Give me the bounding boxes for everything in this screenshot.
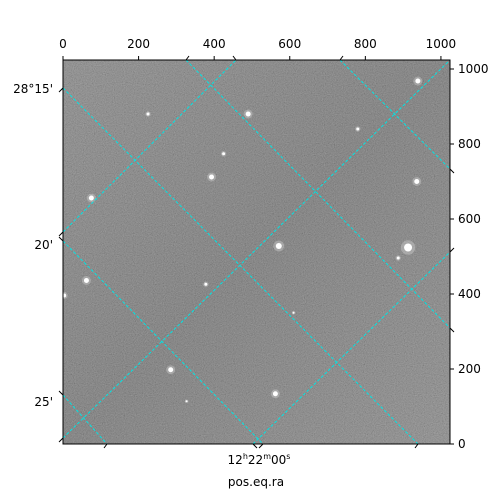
ra-tick-top-2 [232, 55, 237, 61]
right-tick-2 [449, 247, 455, 253]
star-17 [292, 311, 295, 314]
star-layer [63, 76, 423, 404]
star-16 [185, 400, 188, 403]
star-0 [415, 78, 421, 84]
dec-tick-2 [58, 390, 64, 396]
ra-tick-top-1 [185, 55, 190, 61]
star-3 [356, 127, 360, 131]
star-7 [88, 195, 94, 201]
star-8 [275, 243, 282, 249]
top-tick-label-1: 200 [127, 37, 150, 51]
ra-tick-top-3 [339, 55, 344, 61]
dec-tick-1b [58, 236, 64, 242]
top-tick-label-2: 400 [203, 37, 226, 51]
dec-label-0: 28°15' [13, 82, 53, 96]
ra-label-0: 12h22m00s [228, 452, 291, 467]
star-1 [146, 112, 150, 116]
grid-line-dec-1 [63, 60, 237, 233]
dec-label-2: 25' [34, 395, 53, 409]
star-11 [83, 278, 89, 283]
star-14 [168, 367, 174, 373]
right-tick-3 [449, 327, 455, 333]
grid-line-dec-3 [252, 251, 450, 444]
star-5 [209, 174, 215, 180]
ra-tick-bottom-4 [414, 443, 419, 449]
sky-image-noise [63, 60, 450, 444]
top-tick-label-0: 0 [59, 37, 67, 51]
sky-image [63, 60, 450, 444]
top-tick-label-3: 600 [278, 37, 301, 51]
dec-tick-2b [58, 437, 64, 443]
top-tick-label-4: 800 [354, 37, 377, 51]
x-axis-title: pos.eq.ra [228, 475, 284, 489]
top-tick-label-5: 1000 [426, 37, 457, 51]
world-axis-ticks [58, 55, 455, 449]
dec-label-1: 20' [34, 238, 53, 252]
star-10 [396, 256, 400, 260]
star-4 [222, 152, 226, 156]
right-tick-label-4: 800 [458, 137, 481, 151]
star-12 [204, 282, 208, 286]
star-2 [245, 111, 251, 117]
star-9 [404, 243, 413, 252]
dec-labels: 28°15' 20' 25' [13, 82, 53, 409]
star-15 [272, 391, 278, 397]
grid-line-ra-3 [63, 240, 264, 444]
grid-line-dec-2 [63, 60, 450, 439]
right-tick-label-3: 600 [458, 212, 481, 226]
right-tick-1 [449, 168, 455, 174]
ra-tick-bottom-1 [103, 443, 108, 449]
right-tick-label-0: 0 [458, 437, 466, 451]
ra-tick-bottom-2 [252, 443, 258, 449]
coordinate-grid [63, 60, 450, 444]
dec-tick-0 [58, 87, 64, 93]
right-tick-label-5: 1000 [458, 62, 489, 76]
pixel-axis-ticks: 0 200 400 600 800 1000 0 200 400 600 800 1000 [59, 37, 488, 451]
grid-line-ra-5 [339, 60, 450, 170]
star-13 [63, 293, 67, 298]
ra-tick-bottom-3 [258, 443, 264, 449]
right-tick-label-1: 200 [458, 362, 481, 376]
right-tick-label-2: 400 [458, 287, 481, 301]
star-6 [414, 179, 420, 184]
grid-line-ra-2 [63, 87, 419, 444]
dec-tick-1 [58, 231, 64, 237]
grid-line-ra-4 [63, 394, 108, 444]
grid-line-ra-1 [185, 60, 450, 329]
